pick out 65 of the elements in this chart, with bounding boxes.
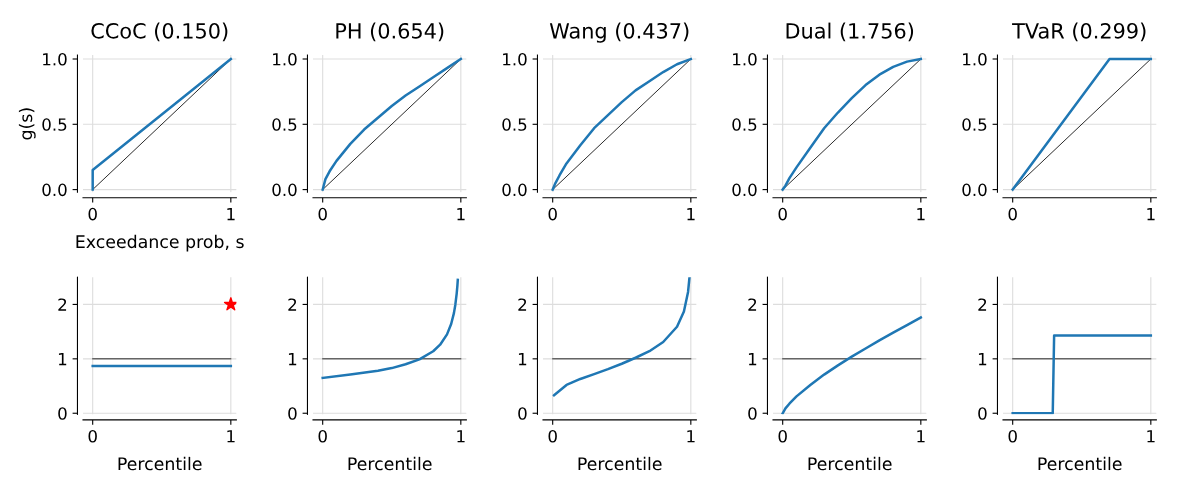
chart-title: TVaR (0.299) bbox=[1012, 22, 1146, 42]
y-tick-label: 2 bbox=[748, 298, 757, 311]
x-tick-label: 0 bbox=[1008, 429, 1017, 443]
y-tick-label: 0.0 bbox=[502, 183, 527, 197]
x-tick-label: 0 bbox=[778, 207, 787, 221]
x-tick-label: 0 bbox=[88, 207, 97, 221]
x-axis-title: Percentile bbox=[1038, 456, 1122, 471]
y-tick-label: 1.0 bbox=[963, 52, 987, 66]
y-tick-label: 1.0 bbox=[503, 52, 527, 66]
x-tick-label: 0 bbox=[778, 429, 787, 443]
y-tick-label: 2 bbox=[58, 298, 67, 311]
chart-title: Dual (1.756) bbox=[786, 22, 914, 42]
y-tick-label: 0 bbox=[748, 407, 757, 420]
y-tick-label: 0 bbox=[518, 407, 527, 420]
y-tick-label: 1 bbox=[288, 353, 297, 366]
line-series bbox=[552, 277, 691, 397]
y-tick-label: 0.0 bbox=[962, 183, 987, 197]
x-tick-label: 0 bbox=[1008, 207, 1017, 221]
x-tick-label: 0 bbox=[548, 429, 557, 443]
y-tick-label: 1.0 bbox=[43, 52, 67, 66]
x-tick-label: 0 bbox=[88, 429, 97, 443]
y-tick-label: 2 bbox=[288, 298, 297, 311]
y-tick-label: 1.0 bbox=[733, 52, 757, 66]
y-tick-label: 0.0 bbox=[732, 183, 757, 197]
y-tick-label: 0 bbox=[58, 407, 67, 420]
x-tick-label: 0 bbox=[318, 207, 327, 221]
line-series bbox=[781, 316, 923, 415]
chart-title: CCoC (0.150) bbox=[91, 22, 228, 42]
x-axis-title: Exceedance prob, s bbox=[76, 234, 244, 252]
x-axis-title: Percentile bbox=[348, 456, 432, 471]
x-tick-label: 1 bbox=[917, 430, 925, 443]
y-tick-label: 1 bbox=[978, 353, 987, 366]
x-tick-label: 0 bbox=[318, 429, 327, 443]
x-tick-label: 1 bbox=[227, 207, 235, 221]
x-axis-title: Percentile bbox=[578, 456, 662, 471]
x-tick-label: 0 bbox=[548, 207, 557, 221]
y-tick-label: 1 bbox=[748, 353, 757, 366]
y-tick-label: 0.5 bbox=[42, 118, 67, 131]
x-tick-label: 1 bbox=[687, 430, 695, 443]
y-tick-label: 0 bbox=[288, 407, 297, 420]
chart-title: Wang (0.437) bbox=[549, 22, 689, 43]
x-tick-label: 1 bbox=[1147, 430, 1155, 443]
y-tick-label: 1 bbox=[518, 353, 527, 366]
x-tick-label: 1 bbox=[917, 207, 925, 221]
x-axis-title: Percentile bbox=[118, 456, 202, 471]
y-tick-label: 0.0 bbox=[272, 183, 297, 197]
y-tick-label: 1.0 bbox=[273, 52, 297, 66]
y-tick-label: 2 bbox=[518, 298, 527, 311]
y-tick-label: 2 bbox=[978, 298, 987, 311]
x-axis-title: Percentile bbox=[808, 456, 892, 471]
y-tick-label: 0.5 bbox=[502, 118, 527, 131]
x-tick-label: 1 bbox=[457, 430, 465, 443]
y-tick-label: 1 bbox=[58, 353, 67, 366]
y-tick-label: 0.0 bbox=[42, 183, 67, 197]
line-series bbox=[321, 278, 460, 380]
x-tick-label: 1 bbox=[457, 207, 465, 221]
y-tick-label: 0.5 bbox=[962, 118, 987, 131]
chart-title: PH (0.654) bbox=[336, 22, 444, 42]
y-axis-title: g(s) bbox=[18, 108, 36, 140]
x-tick-label: 1 bbox=[227, 430, 235, 443]
y-tick-label: 0.5 bbox=[272, 118, 297, 131]
x-tick-label: 1 bbox=[1147, 207, 1155, 221]
y-tick-label: 0.5 bbox=[732, 118, 757, 131]
x-tick-label: 1 bbox=[687, 207, 695, 221]
y-tick-label: 0 bbox=[978, 407, 987, 420]
